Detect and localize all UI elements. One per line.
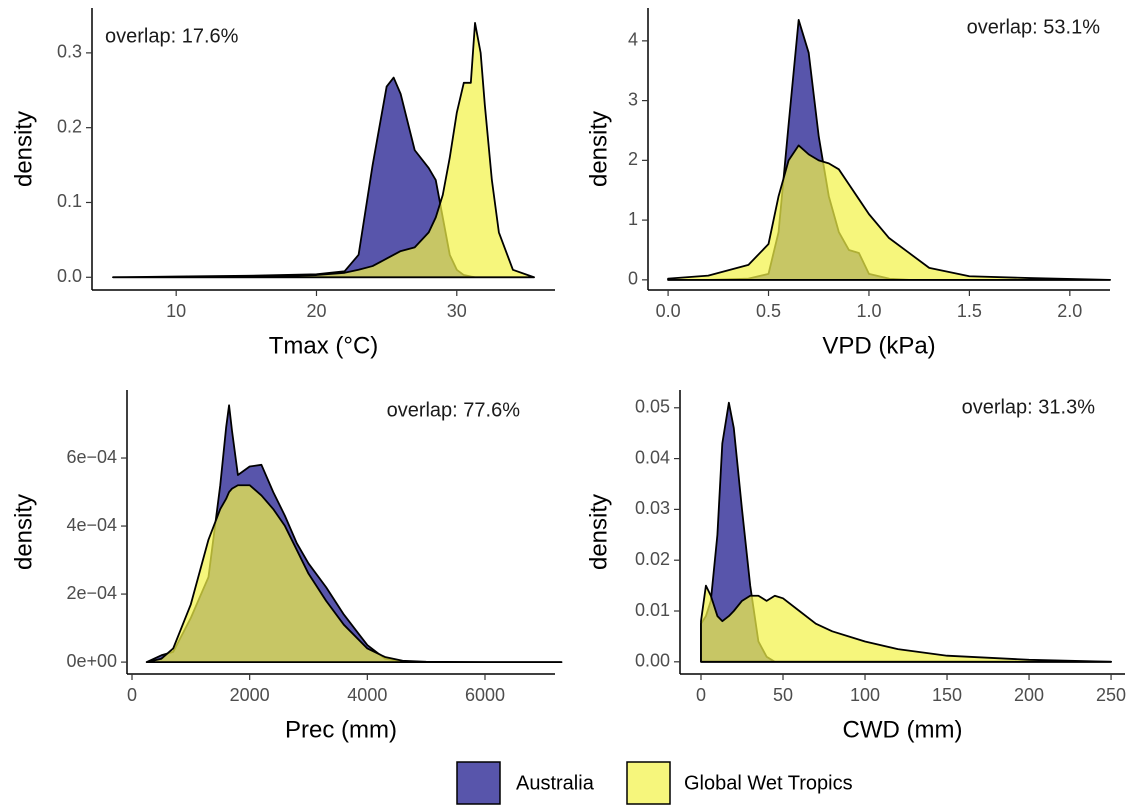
x-tick-label: 30 bbox=[447, 301, 467, 321]
y-axis-title: density bbox=[10, 111, 37, 187]
x-tick-label: 6000 bbox=[465, 685, 505, 705]
y-tick-label: 0.3 bbox=[57, 42, 82, 62]
y-tick-label: 0.2 bbox=[57, 116, 82, 136]
y-axis-title: density bbox=[10, 494, 37, 570]
x-axis-title: Tmax (°C) bbox=[269, 332, 379, 359]
density-area bbox=[667, 144, 1111, 281]
y-tick-label: 0.0 bbox=[57, 266, 82, 286]
y-tick-label: 3 bbox=[628, 89, 638, 109]
x-tick-label: 50 bbox=[773, 685, 793, 705]
y-tick-label: 6e−04 bbox=[66, 447, 117, 467]
x-tick-label: 1.5 bbox=[957, 301, 982, 321]
density-area bbox=[145, 484, 563, 663]
x-tick-label: 20 bbox=[306, 301, 326, 321]
y-tick-label: 0.03 bbox=[635, 498, 670, 518]
y-tick-label: 0 bbox=[628, 269, 638, 289]
y-tick-label: 0.01 bbox=[635, 600, 670, 620]
y-axis-title: density bbox=[585, 494, 612, 570]
x-tick-label: 250 bbox=[1096, 685, 1126, 705]
y-tick-label: 0.05 bbox=[635, 397, 670, 417]
y-tick-label: 4e−04 bbox=[66, 515, 117, 535]
x-tick-label: 0 bbox=[127, 685, 137, 705]
density-area bbox=[112, 22, 535, 279]
y-tick-label: 0.00 bbox=[635, 651, 670, 671]
y-axis-title: density bbox=[585, 111, 612, 187]
y-tick-label: 0.1 bbox=[57, 191, 82, 211]
legend-label: Global Wet Tropics bbox=[684, 772, 853, 794]
legend-swatch bbox=[456, 761, 501, 805]
x-tick-label: 10 bbox=[166, 301, 186, 321]
overlap-annotation: overlap: 17.6% bbox=[105, 25, 239, 47]
y-tick-label: 0e+00 bbox=[66, 651, 117, 671]
x-tick-label: 100 bbox=[850, 685, 880, 705]
y-tick-label: 4 bbox=[628, 30, 638, 50]
x-tick-label: 150 bbox=[932, 685, 962, 705]
x-tick-label: 2000 bbox=[230, 685, 270, 705]
overlap-annotation: overlap: 77.6% bbox=[387, 399, 521, 421]
x-axis-title: CWD (mm) bbox=[843, 716, 963, 743]
overlap-annotation: overlap: 31.3% bbox=[962, 396, 1096, 418]
x-tick-label: 0.5 bbox=[756, 301, 781, 321]
x-tick-label: 0.0 bbox=[656, 301, 681, 321]
legend-swatch bbox=[626, 761, 671, 805]
x-tick-label: 200 bbox=[1014, 685, 1044, 705]
x-tick-label: 1.0 bbox=[856, 301, 881, 321]
x-axis-title: VPD (kPa) bbox=[822, 332, 935, 359]
x-tick-label: 4000 bbox=[347, 685, 387, 705]
legend-label: Australia bbox=[516, 772, 595, 794]
y-tick-label: 2 bbox=[628, 149, 638, 169]
y-tick-label: 2e−04 bbox=[66, 583, 117, 603]
x-tick-label: 0 bbox=[696, 685, 706, 705]
overlap-annotation: overlap: 53.1% bbox=[967, 16, 1101, 38]
x-axis-title: Prec (mm) bbox=[285, 716, 397, 743]
x-tick-label: 2.0 bbox=[1057, 301, 1082, 321]
density-area bbox=[700, 584, 1112, 663]
y-tick-label: 1 bbox=[628, 209, 638, 229]
y-tick-label: 0.04 bbox=[635, 447, 670, 467]
y-tick-label: 0.02 bbox=[635, 549, 670, 569]
